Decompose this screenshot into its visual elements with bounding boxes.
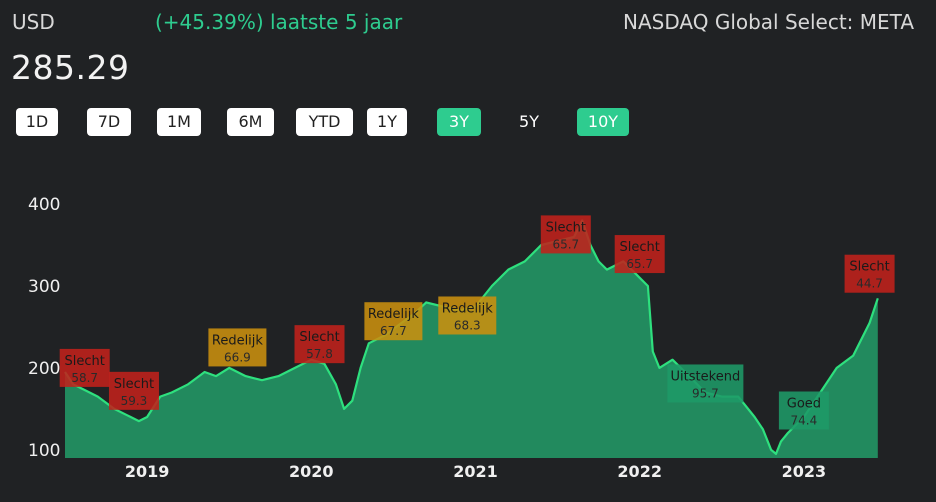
rating-badge-value: 65.7 [626, 257, 653, 271]
range-3y-button[interactable]: 3Y [437, 108, 481, 136]
rating-badge-value: 74.4 [791, 413, 818, 427]
range-1m-button[interactable]: 1M [157, 108, 201, 136]
range-10y-button[interactable]: 10Y [577, 108, 629, 136]
rating-badge-label: Slecht [620, 240, 660, 255]
rating-badge-label: Redelijk [368, 307, 420, 322]
rating-badge-label: Redelijk [442, 301, 494, 316]
range-7d-button[interactable]: 7D [87, 108, 131, 136]
rating-badge-slecht [59, 348, 110, 387]
rating-badge-value: 58.7 [71, 371, 98, 385]
y-tick-label: 400 [28, 195, 60, 215]
rating-badge-label: Slecht [65, 354, 105, 369]
price-area [65, 220, 878, 458]
rating-badge-value: 67.7 [380, 324, 407, 338]
rating-badge-value: 59.3 [121, 394, 148, 408]
price-value: 285.29 [11, 48, 130, 87]
rating-badge-uitstekend [667, 364, 744, 403]
y-tick-label: 300 [28, 277, 60, 297]
rating-badge-redelijk [208, 328, 267, 367]
rating-badge-label: Slecht [849, 260, 889, 275]
rating-badge-slecht [614, 235, 665, 274]
y-tick-label: 200 [28, 359, 60, 379]
rating-badge-label: Redelijk [212, 333, 264, 348]
rating-badge-value: 95.7 [692, 386, 719, 400]
rating-badge-label: Uitstekend [671, 369, 741, 384]
rating-badge-value: 68.3 [454, 318, 481, 332]
x-tick-label: 2020 [289, 462, 334, 481]
price-line [64, 219, 879, 455]
x-tick-label: 2019 [125, 462, 170, 481]
rating-badge-label: Slecht [299, 330, 339, 345]
exchange-label: NASDAQ Global Select: META [623, 10, 915, 34]
rating-badge-value: 65.7 [552, 237, 579, 251]
change-label: (+45.39%) laatste 5 jaar [155, 10, 403, 34]
range-1y-button[interactable]: 1Y [367, 108, 407, 136]
rating-badge-slecht [108, 371, 159, 410]
rating-badge-slecht [294, 325, 345, 364]
rating-badge-label: Slecht [114, 377, 154, 392]
currency-label: USD [12, 10, 55, 34]
rating-badge-slecht [844, 254, 895, 293]
rating-badge-value: 44.7 [856, 277, 883, 291]
rating-badge-redelijk [438, 296, 497, 335]
y-tick-label: 100 [28, 441, 60, 461]
x-tick-label: 2022 [617, 462, 662, 481]
rating-badge-label: Slecht [546, 220, 586, 235]
range-5y-button[interactable]: 5Y [519, 112, 539, 131]
rating-badge-value: 57.8 [306, 347, 333, 361]
rating-badge-redelijk [364, 302, 423, 341]
rating-badge-goed [778, 391, 829, 430]
x-tick-label: 2023 [782, 462, 827, 481]
rating-badge-slecht [540, 215, 591, 254]
range-ytd-button[interactable]: YTD [296, 108, 353, 136]
range-6m-button[interactable]: 6M [227, 108, 274, 136]
range-1d-button[interactable]: 1D [16, 108, 58, 136]
rating-badge-value: 66.9 [224, 350, 251, 364]
x-tick-label: 2021 [453, 462, 498, 481]
rating-badge-label: Goed [787, 396, 821, 411]
